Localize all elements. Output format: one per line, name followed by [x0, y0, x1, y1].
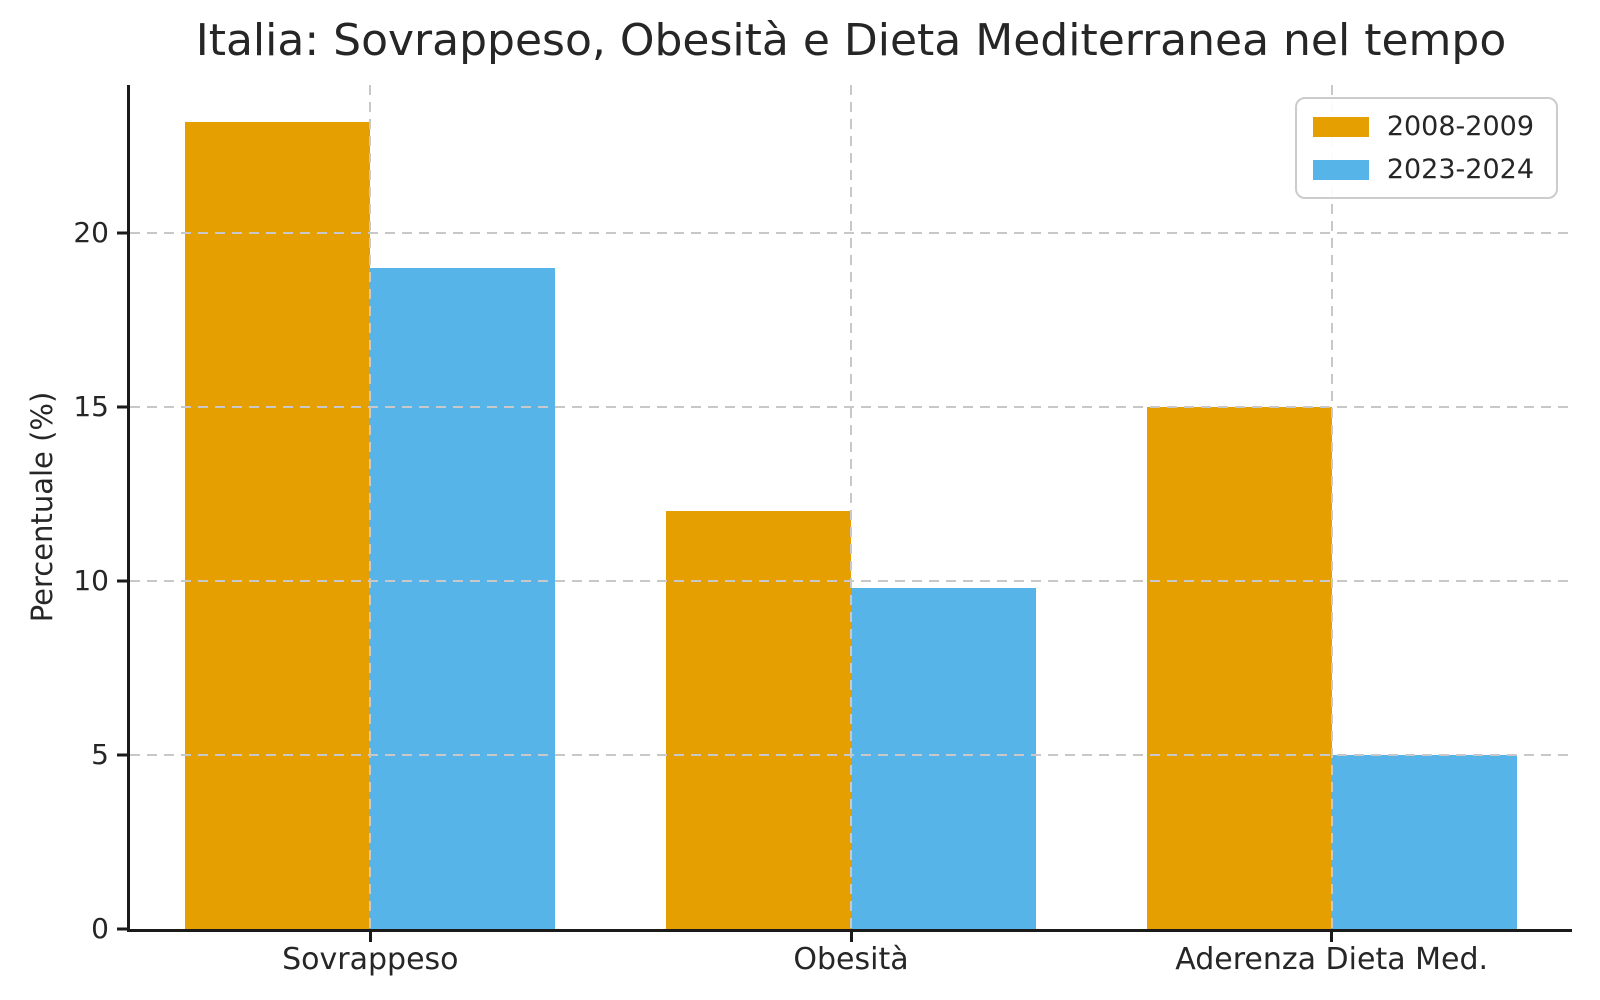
legend: 2008-2009 2023-2024	[1294, 97, 1558, 200]
gridline-x-obesit	[850, 85, 852, 929]
legend-label-2008-2009: 2008-2009	[1386, 111, 1534, 142]
legend-swatch-2023-2024	[1312, 159, 1369, 180]
x-tick-label-obesit: Obesità	[793, 942, 909, 977]
bar-2008-2009-sovrappeso	[185, 121, 371, 929]
y-tick-label-0: 0	[91, 912, 109, 945]
gridline-x-aderenza-dieta-med	[1330, 85, 1333, 929]
y-tick-10	[117, 579, 127, 583]
y-tick-label-5: 5	[91, 737, 109, 771]
y-axis-spine	[127, 85, 130, 932]
chart-title: Italia: Sovrappeso, Obesità e Dieta Medi…	[195, 15, 1507, 66]
y-tick-5	[117, 753, 127, 757]
legend-item-2023-2024: 2023-2024	[1312, 153, 1534, 185]
x-axis-spine	[127, 929, 1572, 932]
y-axis-label: Percentuale (%)	[25, 391, 59, 623]
x-tick-obesit	[849, 932, 853, 942]
plot-area: 2008-2009 2023-2024 0 5 10 15 20 Sovrappeso Obe…	[73, 85, 1572, 976]
x-tick-sovrappeso	[368, 932, 372, 942]
legend-item-2008-2009: 2008-2009	[1312, 111, 1534, 142]
gridline-x-sovrappeso	[369, 85, 372, 929]
y-tick-0	[117, 927, 127, 931]
x-tick-label-aderenza-dieta-med: Aderenza Dieta Med.	[1175, 942, 1489, 977]
x-tick-aderenza-dieta-med	[1330, 932, 1334, 942]
y-tick-label-20: 20	[73, 215, 109, 249]
bar-2023-2024-obesit	[851, 587, 1036, 929]
y-tick-label-15: 15	[73, 389, 109, 423]
x-tick-label-sovrappeso: Sovrappeso	[282, 942, 459, 977]
bar-2023-2024-sovrappeso	[370, 267, 556, 929]
legend-swatch-2008-2009	[1312, 116, 1369, 137]
bar-2008-2009-obesit	[666, 511, 851, 929]
legend-label-2023-2024: 2023-2024	[1386, 153, 1534, 185]
bar-2008-2009-aderenza-dieta-med	[1146, 406, 1332, 929]
y-tick-15	[117, 405, 127, 409]
bar-2023-2024-aderenza-dieta-med	[1331, 754, 1517, 929]
y-tick-label-10: 10	[73, 563, 109, 597]
y-tick-20	[117, 231, 127, 235]
